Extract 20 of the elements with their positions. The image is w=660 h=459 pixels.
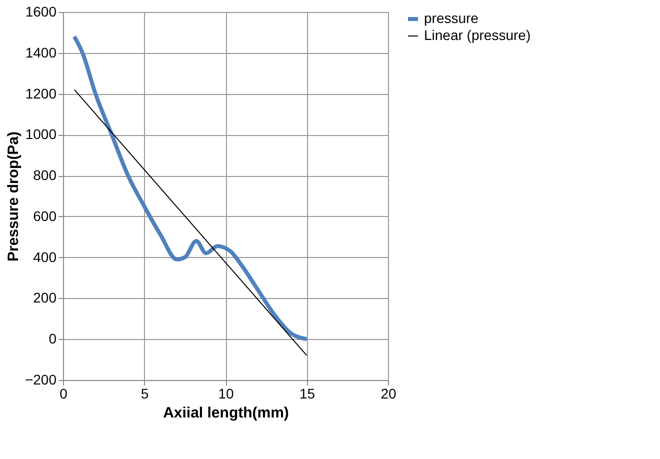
x-tick-label: 15 <box>299 386 316 402</box>
x-axis-title: Axiial length(mm) <box>163 404 289 422</box>
line-series <box>72 34 309 342</box>
x-tick-label: 0 <box>60 386 68 402</box>
y-tick-label: 800 <box>33 167 57 184</box>
y-tick-label: 200 <box>33 290 57 306</box>
y-axis-title: Pressure drop(Pa) <box>4 131 22 262</box>
y-tick-label: 0 <box>48 330 57 347</box>
y-tick-label: 1000 <box>25 126 57 142</box>
x-tick-label: 20 <box>380 386 396 402</box>
y-tick-label: 1200 <box>25 85 57 102</box>
legend-label: Linear (pressure) <box>424 27 531 43</box>
x-tick-label: 10 <box>218 386 234 402</box>
y-tick-label: 600 <box>33 208 57 224</box>
y-tick-label: 1600 <box>25 4 57 20</box>
y-tick-label: −200 <box>24 372 57 388</box>
y-tick-label: 1400 <box>25 44 57 60</box>
y-tick-label: 400 <box>33 248 57 265</box>
x-tick-label: 5 <box>140 386 149 402</box>
legend-label: pressure <box>424 10 479 26</box>
